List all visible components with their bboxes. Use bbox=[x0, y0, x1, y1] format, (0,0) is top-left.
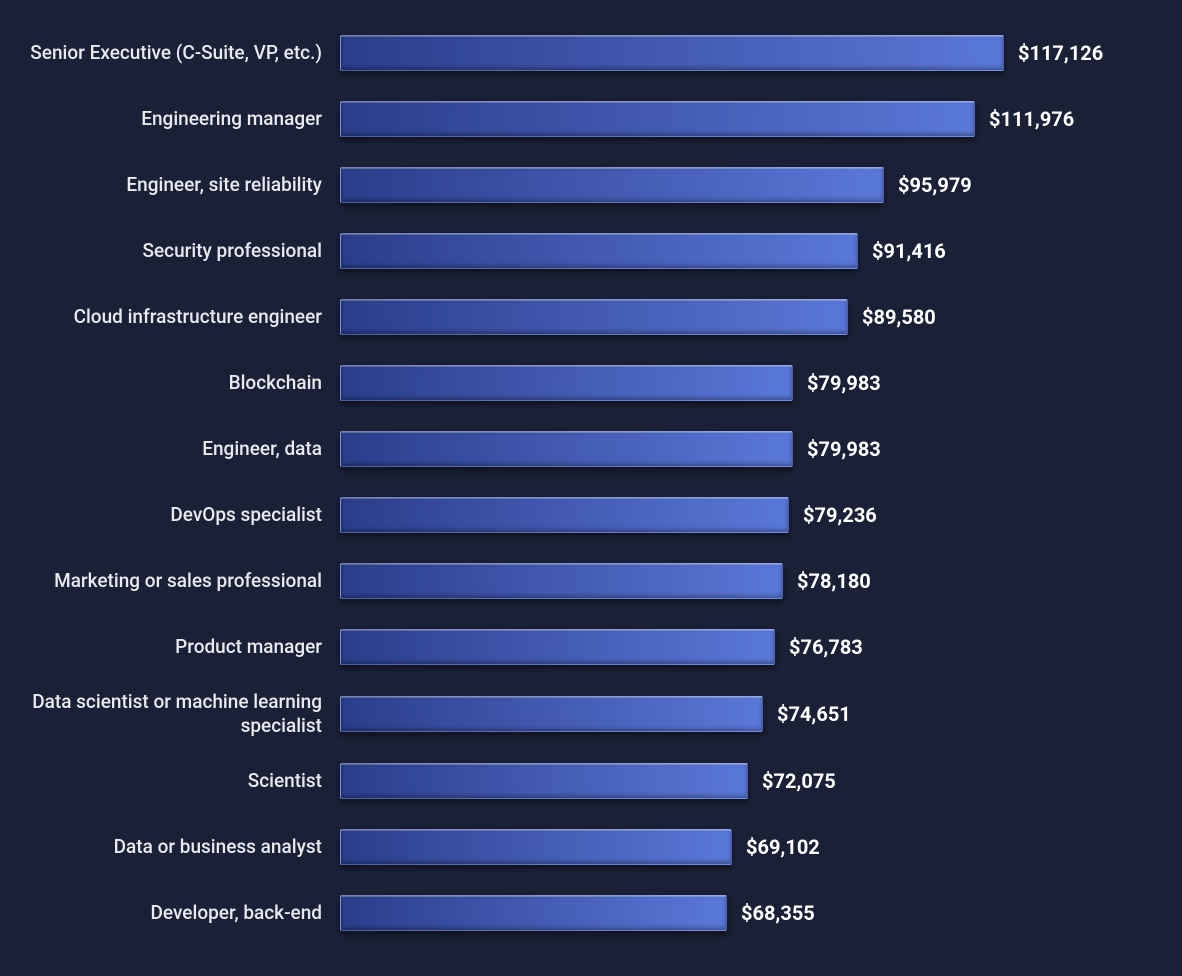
bar-value: $111,976 bbox=[989, 107, 1074, 131]
bar-value: $91,416 bbox=[872, 239, 946, 263]
bar-row: Data or business analyst $69,102 bbox=[20, 824, 1152, 870]
bar-value: $95,979 bbox=[898, 173, 972, 197]
bar-label: Product manager bbox=[20, 635, 340, 659]
bar-value: $69,102 bbox=[746, 835, 820, 859]
bar-value: $74,651 bbox=[777, 702, 851, 726]
bar-row: Data scientist or machine learning speci… bbox=[20, 690, 1152, 738]
bar-track: $74,651 bbox=[340, 696, 1152, 732]
bar-track: $79,983 bbox=[340, 365, 1152, 401]
bar-track: $79,983 bbox=[340, 431, 1152, 467]
bar-fill bbox=[340, 763, 748, 799]
bar-fill bbox=[340, 829, 732, 865]
bar-label: Blockchain bbox=[20, 371, 340, 395]
bar-fill bbox=[340, 233, 858, 269]
bar-value: $79,983 bbox=[807, 371, 881, 395]
bar-track: $69,102 bbox=[340, 829, 1152, 865]
bar-track: $78,180 bbox=[340, 563, 1152, 599]
bar-row: Engineering manager $111,976 bbox=[20, 96, 1152, 142]
bar-row: Security professional $91,416 bbox=[20, 228, 1152, 274]
bar-fill bbox=[340, 167, 884, 203]
bar-fill bbox=[340, 563, 783, 599]
bar-value: $117,126 bbox=[1018, 41, 1103, 65]
bar-row: DevOps specialist $79,236 bbox=[20, 492, 1152, 538]
bar-row: Senior Executive (C-Suite, VP, etc.) $117… bbox=[20, 30, 1152, 76]
bar-track: $76,783 bbox=[340, 629, 1152, 665]
bar-row: Blockchain $79,983 bbox=[20, 360, 1152, 406]
bar-fill bbox=[340, 895, 727, 931]
bar-fill bbox=[340, 629, 775, 665]
bar-label: Developer, back-end bbox=[20, 901, 340, 925]
bar-row: Cloud infrastructure engineer $89,580 bbox=[20, 294, 1152, 340]
bar-value: $68,355 bbox=[741, 901, 815, 925]
bar-fill bbox=[340, 35, 1004, 71]
bar-track: $68,355 bbox=[340, 895, 1152, 931]
bar-label: Engineer, data bbox=[20, 437, 340, 461]
bar-track: $111,976 bbox=[340, 101, 1152, 137]
bar-value: $79,983 bbox=[807, 437, 881, 461]
bar-track: $79,236 bbox=[340, 497, 1152, 533]
bar-value: $72,075 bbox=[762, 769, 836, 793]
bar-value: $79,236 bbox=[803, 503, 877, 527]
bar-fill bbox=[340, 299, 848, 335]
bar-label: Engineering manager bbox=[20, 107, 340, 131]
bar-label: Scientist bbox=[20, 769, 340, 793]
bar-track: $91,416 bbox=[340, 233, 1152, 269]
bar-track: $95,979 bbox=[340, 167, 1152, 203]
bar-label: Security professional bbox=[20, 239, 340, 263]
bar-fill bbox=[340, 365, 793, 401]
bar-track: $89,580 bbox=[340, 299, 1152, 335]
bar-value: $78,180 bbox=[797, 569, 871, 593]
bar-track: $72,075 bbox=[340, 763, 1152, 799]
bar-fill bbox=[340, 431, 793, 467]
bar-row: Developer, back-end $68,355 bbox=[20, 890, 1152, 936]
salary-bar-chart: Senior Executive (C-Suite, VP, etc.) $117… bbox=[20, 30, 1152, 936]
bar-label: Marketing or sales professional bbox=[20, 569, 340, 593]
bar-fill bbox=[340, 497, 789, 533]
bar-label: Engineer, site reliability bbox=[20, 173, 340, 197]
bar-row: Product manager $76,783 bbox=[20, 624, 1152, 670]
bar-row: Engineer, data $79,983 bbox=[20, 426, 1152, 472]
bar-row: Engineer, site reliability $95,979 bbox=[20, 162, 1152, 208]
bar-label: Data scientist or machine learning speci… bbox=[20, 690, 340, 738]
bar-track: $117,126 bbox=[340, 35, 1152, 71]
bar-value: $76,783 bbox=[789, 635, 863, 659]
bar-label: Data or business analyst bbox=[20, 835, 340, 859]
bar-row: Marketing or sales professional $78,180 bbox=[20, 558, 1152, 604]
bar-label: Cloud infrastructure engineer bbox=[20, 305, 340, 329]
bar-row: Scientist $72,075 bbox=[20, 758, 1152, 804]
bar-value: $89,580 bbox=[862, 305, 936, 329]
bar-fill bbox=[340, 101, 975, 137]
bar-label: DevOps specialist bbox=[20, 503, 340, 527]
bar-fill bbox=[340, 696, 763, 732]
bar-label: Senior Executive (C-Suite, VP, etc.) bbox=[20, 41, 340, 65]
